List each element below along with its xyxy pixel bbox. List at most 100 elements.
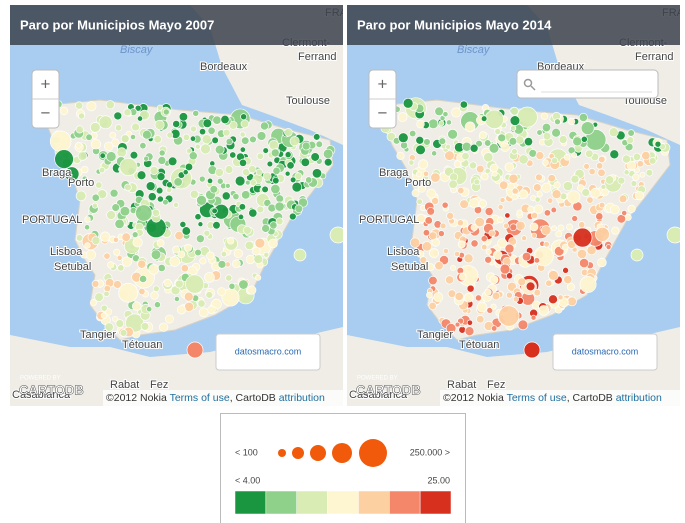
attribution-terms[interactable]: Terms of use <box>507 392 567 404</box>
municipality-dot <box>91 236 101 245</box>
municipality-dot <box>447 128 458 140</box>
municipality-dot <box>475 294 482 302</box>
municipality-dot <box>521 235 528 242</box>
municipality-dot <box>256 152 264 161</box>
municipality-dot <box>551 225 557 232</box>
municipality-dot <box>428 275 438 286</box>
municipality-dot <box>535 173 543 182</box>
municipality-dot <box>464 121 476 133</box>
municipality-dot <box>119 157 138 176</box>
municipality-dot <box>182 133 191 141</box>
search-box[interactable] <box>516 69 659 99</box>
municipality-dot <box>75 190 87 202</box>
municipality-dot <box>421 241 433 252</box>
zoom-in[interactable]: + <box>378 74 388 93</box>
municipality-dot <box>132 237 143 248</box>
zoom-out[interactable]: − <box>41 103 51 122</box>
place-label: Tangier <box>417 329 453 341</box>
zoom-in[interactable]: + <box>41 74 51 93</box>
legend-swatch <box>389 490 421 515</box>
municipality-dot <box>113 280 122 289</box>
municipality-dot <box>156 195 164 203</box>
place-label: Fez <box>487 379 505 391</box>
municipality-dot <box>156 239 165 248</box>
municipality-dot <box>174 230 184 241</box>
municipality-dot <box>313 133 321 141</box>
municipality-dot <box>184 243 193 252</box>
municipality-dot <box>190 125 197 133</box>
zoom-out[interactable]: − <box>378 103 388 122</box>
municipality-dot <box>49 130 72 153</box>
municipality-dot <box>567 146 576 155</box>
place-label: Rabat <box>110 379 139 391</box>
legend-rate-max: 25.00 <box>427 475 450 485</box>
municipality-dot <box>540 112 549 120</box>
municipality-dot <box>597 257 607 268</box>
municipality-dot <box>445 323 457 334</box>
municipality-dot <box>311 168 323 179</box>
municipality-dot <box>408 129 417 138</box>
municipality-dot <box>94 292 104 302</box>
municipality-dot <box>426 207 435 216</box>
attribution-link[interactable]: attribution <box>616 392 662 404</box>
legend-bubble <box>332 443 352 463</box>
municipality-dot <box>92 202 98 209</box>
municipality-dot <box>148 264 159 275</box>
municipality-dot <box>197 221 204 228</box>
municipality-dot <box>529 222 539 232</box>
municipality-dot <box>580 121 595 135</box>
municipality-dot <box>100 312 108 319</box>
municipality-dot <box>119 329 128 337</box>
municipality-dot <box>474 216 485 228</box>
municipality-dot <box>205 291 214 299</box>
municipality-dot <box>666 226 680 244</box>
municipality-dot <box>237 213 245 221</box>
municipality-dot <box>439 115 446 121</box>
watermark[interactable]: datosmacro.com <box>235 346 302 356</box>
municipality-dot <box>116 147 127 158</box>
municipality-dot <box>541 122 552 133</box>
municipality-dot <box>458 272 467 281</box>
powered-by: POWERED BY <box>357 376 398 382</box>
municipality-dot <box>153 285 160 293</box>
attribution-link[interactable]: attribution <box>279 392 325 404</box>
place-label: Tétouan <box>459 339 499 351</box>
place-label: Setubal <box>54 261 91 273</box>
municipality-dot <box>207 126 216 135</box>
municipality-dot <box>142 129 152 140</box>
municipality-dot <box>109 131 117 139</box>
municipality-dot <box>135 204 153 222</box>
municipality-dot <box>200 143 211 155</box>
municipality-dot <box>154 119 165 130</box>
municipality-dot <box>75 101 84 110</box>
municipality-dot <box>504 212 511 219</box>
municipality-dot <box>480 115 488 122</box>
municipality-dot <box>484 167 491 175</box>
municipality-dot <box>503 222 510 229</box>
municipality-dot <box>572 136 583 147</box>
municipality-dot <box>565 223 573 231</box>
municipality-dot <box>442 111 449 118</box>
municipality-dot <box>598 155 606 164</box>
municipality-dot <box>134 104 142 112</box>
municipality-dot <box>517 319 529 331</box>
municipality-dot <box>194 213 202 221</box>
municipality-dot <box>163 278 172 288</box>
watermark[interactable]: datosmacro.com <box>572 346 639 356</box>
municipality-dot <box>553 181 561 189</box>
place-label: Lisboa <box>50 246 83 258</box>
municipality-dot <box>261 185 269 194</box>
municipality-dot <box>212 115 222 125</box>
municipality-dot <box>608 127 619 138</box>
legend-swatch <box>265 490 297 515</box>
legend-size-max: 250.000 > <box>410 447 450 457</box>
municipality-dot <box>409 237 421 248</box>
municipality-dot <box>509 223 518 232</box>
municipality-dot <box>214 167 224 177</box>
municipality-dot <box>497 133 507 143</box>
attribution-terms[interactable]: Terms of use <box>170 392 230 404</box>
powered-by: POWERED BY <box>20 376 61 382</box>
municipality-dot <box>106 210 116 220</box>
municipality-dot <box>186 341 204 359</box>
municipality-dot <box>554 306 563 314</box>
